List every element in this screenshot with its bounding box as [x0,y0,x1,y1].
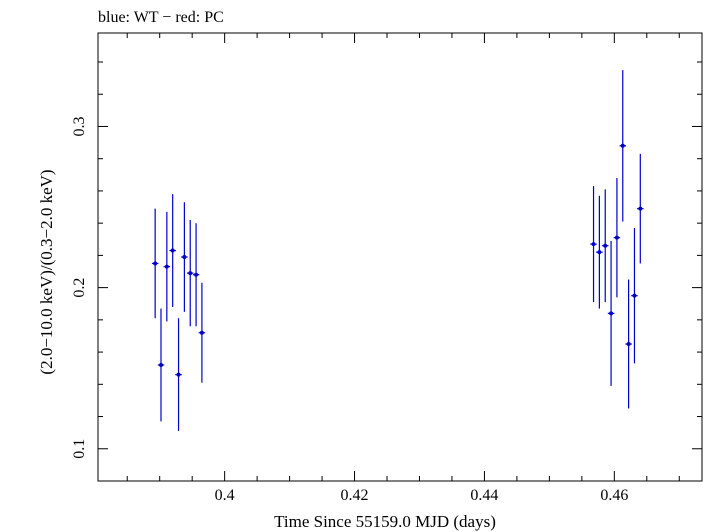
x-tick-label: 0.46 [600,487,628,504]
data-point [597,250,602,255]
y-tick-label: 0.3 [71,116,88,136]
x-tick-label: 0.4 [215,487,235,504]
data-point [603,243,608,248]
data-point [182,255,187,259]
data-point [638,206,643,211]
data-point [176,372,181,377]
data-point [164,264,169,269]
data-point [620,143,625,148]
data-point [194,272,199,277]
data-point [188,271,193,276]
data-point [158,362,163,367]
data-point [170,248,175,253]
plot-frame [97,32,703,482]
x-tick-label: 0.42 [341,487,369,504]
data-point [591,242,596,247]
data-point [626,342,631,347]
x-tick-label: 0.44 [470,487,498,504]
data-point [609,311,614,316]
y-axis-label: (2.0−10.0 keV)/(0.3−2.0 keV) [37,169,56,374]
data-point [632,293,637,298]
x-axis: 0.4 0.42 0.44 0.46 [126,33,680,504]
y-tick-label: 0.2 [71,278,88,298]
data-point [614,235,619,240]
x-axis-label: Time Since 55159.0 MJD (days) [274,512,496,531]
data-point [199,330,204,335]
data-series [151,70,644,432]
chart-title: blue: WT − red: PC [98,9,224,26]
data-point [153,261,158,266]
y-tick-label: 0.1 [71,439,88,459]
y-axis: 0.1 0.2 0.3 [71,61,702,482]
